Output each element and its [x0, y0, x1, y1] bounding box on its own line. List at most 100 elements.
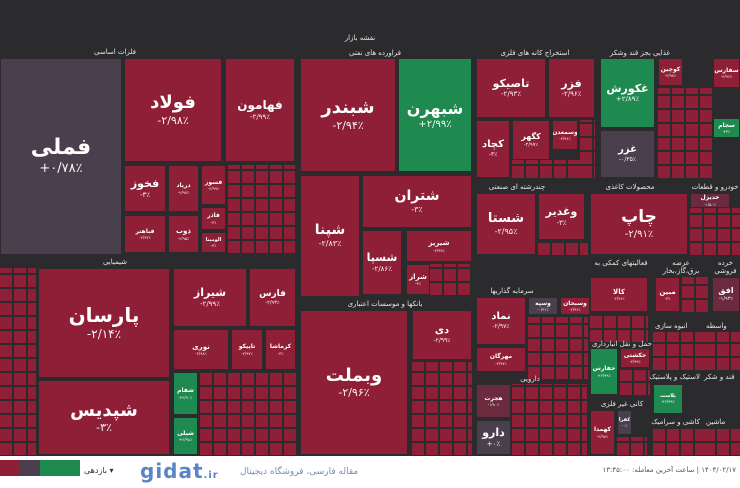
stock-tile-sheli[interactable]: شیلی +۲/۹۸٪ — [173, 417, 198, 455]
stock-tile-fars[interactable]: فارس -۲/۹۳٪ — [249, 268, 296, 327]
small-tiles-group[interactable] — [690, 208, 740, 255]
stock-symbol: سجام — [718, 121, 735, 129]
small-tiles-group[interactable] — [538, 242, 588, 255]
stock-symbol: وسمعدن — [552, 128, 578, 136]
stock-tile-ghazar[interactable]: غزر -۰/۳۵٪ — [600, 130, 655, 178]
small-tiles-group[interactable] — [703, 332, 740, 370]
stock-tile-daroo[interactable]: دارو +۰٪ — [476, 420, 511, 455]
stock-change: -۲/۹۷٪ — [596, 433, 609, 439]
stock-symbol: کگهر — [521, 131, 541, 141]
small-tiles-group[interactable] — [590, 314, 648, 342]
stock-tile-shetran[interactable]: شتران -۳٪ — [362, 175, 472, 228]
stock-tile-tasiko[interactable]: تاصیکو -۲/۹۳٪ — [476, 58, 546, 118]
stock-tile-fsuz[interactable]: فسوز -۲/۹۹٪ — [201, 165, 226, 205]
returns-selector[interactable]: بازدهی ▾ — [84, 466, 114, 475]
stock-change: -۲/۹۶٪ — [613, 296, 625, 302]
small-tiles-group[interactable] — [703, 428, 740, 455]
small-tiles-group[interactable] — [200, 372, 296, 455]
stock-symbol: کرماشا — [269, 343, 292, 351]
sector-label-intermediary: واسطه — [706, 322, 727, 330]
stock-symbol: کالا — [613, 287, 625, 296]
stock-tile-kermasha[interactable]: کرماشا -۳٪ — [265, 329, 296, 370]
stock-tile-shepna[interactable]: شپنا -۲/۸۳٪ — [300, 175, 360, 297]
stock-tile-shiraz[interactable]: شیراز -۲/۹۹٪ — [173, 268, 247, 327]
stock-tile-khodiesel[interactable]: خدیزل -۱/۵۰٪ — [690, 193, 730, 208]
stock-tile-nmad[interactable]: نماد -۲/۹۷٪ — [476, 297, 526, 345]
small-tiles-group[interactable] — [580, 120, 595, 178]
stock-change: -۲/۹۵٪ — [494, 226, 518, 236]
stock-tile-hefars[interactable]: حفارس +۲/۹۹٪ — [590, 348, 618, 395]
small-tiles-group[interactable] — [653, 332, 703, 370]
stock-tile-plast[interactable]: پلاست +۲/۹۹٪ — [653, 384, 683, 414]
small-tiles-group[interactable] — [430, 264, 472, 295]
stock-tile-fazar[interactable]: فزر -۲/۹۶٪ — [548, 58, 595, 118]
gidat-watermark-logo: gidat.ir — [140, 459, 219, 488]
stock-tile-kgohar[interactable]: کگهر -۲/۹۷٪ — [512, 120, 550, 160]
stock-tile-veghadir[interactable]: وغدیر -۳٪ — [538, 193, 585, 240]
stock-tile-sharaz[interactable]: شراز -۳٪ — [406, 264, 430, 295]
stock-tile-koochin[interactable]: کوچین -۲/۹۷٪ — [658, 58, 683, 86]
stock-tile-chap[interactable]: چاپ -۲/۹۱٪ — [590, 193, 688, 255]
stock-tile-dey[interactable]: دی -۲/۹۹٪ — [412, 310, 472, 360]
stock-tile-shesta[interactable]: شستا -۲/۹۵٪ — [476, 193, 536, 255]
stock-tile-fameli[interactable]: فملی +۰/۷۸٪ — [0, 58, 122, 255]
watermark-tagline: مقاله فارسی، فروشگاه دیجیتال — [240, 467, 359, 477]
stock-tile-fbahonar[interactable]: فباهنر -۲/۹۳٪ — [124, 215, 166, 253]
stock-tile-kala[interactable]: کالا -۲/۹۶٪ — [590, 277, 648, 312]
stock-tile-alumina[interactable]: الومینا -۳٪ — [201, 232, 226, 253]
stock-tile-nori[interactable]: نوری -۲/۹۸٪ — [173, 329, 229, 370]
small-tiles-group[interactable] — [0, 268, 36, 455]
small-tiles-group[interactable] — [228, 165, 295, 253]
small-tiles-group[interactable] — [653, 428, 703, 455]
stock-tile-kchad[interactable]: کچاد -۳٪ — [476, 120, 510, 178]
stock-change: -۳٪ — [488, 151, 498, 159]
stock-tile-vasmadan[interactable]: وسمعدن -۲/۹۶٪ — [552, 120, 578, 150]
stock-tile-mobin[interactable]: مبین -۳٪ — [655, 277, 680, 312]
stock-tile-vesepeh[interactable]: وسپه -۰/۳۱٪ — [528, 297, 558, 315]
stock-symbol: کچاد — [482, 139, 504, 151]
small-tiles-group[interactable] — [512, 160, 595, 178]
stock-tile-folad[interactable]: فولاد -۲/۹۸٪ — [124, 58, 222, 162]
stock-tile-shabahran[interactable]: شبهرن +۲/۹۹٪ — [398, 58, 472, 172]
small-tiles-group[interactable] — [512, 384, 587, 455]
stock-tile-sefars[interactable]: سفارس -۲/۹۶٪ — [713, 58, 740, 88]
stock-symbol: شراز — [409, 272, 427, 281]
stock-tile-shepdis[interactable]: شپدیس -۳٪ — [38, 380, 170, 455]
small-tiles-group[interactable] — [658, 88, 713, 178]
stock-symbol: دارو — [482, 426, 505, 440]
stock-tile-sajam[interactable]: سجام +۳٪ — [713, 118, 740, 138]
small-tiles-group[interactable] — [617, 437, 647, 455]
stock-change: -۲/۹۵٪ — [177, 235, 190, 241]
stock-tile-shefam[interactable]: شفام +۲/۹۰٪ — [173, 372, 198, 415]
stock-change: -۳٪ — [664, 296, 671, 302]
stock-tile-zob[interactable]: ذوب -۲/۹۵٪ — [168, 215, 199, 253]
map-title: نقشه بازار — [344, 34, 376, 42]
stock-tile-kahamda[interactable]: کهمدا -۲/۹۷٪ — [590, 410, 615, 455]
stock-change: -۲/۸۳٪ — [318, 239, 342, 249]
stock-symbol: دریاد — [176, 182, 191, 190]
stock-change: -۳٪ — [411, 204, 423, 214]
stock-tile-vebmelat[interactable]: وبملت -۲/۹۶٪ — [300, 310, 408, 455]
sector-label-chemicals: شیمیایی — [102, 258, 128, 266]
stock-tile-fahamoon[interactable]: فهامون -۲/۹۹٪ — [225, 58, 295, 162]
stock-tile-faz[interactable]: فاذر -۳٪ — [201, 207, 226, 230]
stock-tile-shiriz[interactable]: شیریز -۲/۹۹٪ — [406, 230, 472, 262]
stock-tile-shabandar[interactable]: شبندر -۲/۹۴٪ — [300, 58, 396, 172]
stock-tile-fakhooz[interactable]: فخوز -۳٪ — [124, 165, 166, 212]
stock-tile-ofogh[interactable]: افق -۱/۹۳٪ — [712, 277, 740, 312]
stock-tile-kfera[interactable]: کفرا -۰٪ — [617, 410, 632, 435]
stock-tile-shesapa[interactable]: شسپا -۲/۸۶٪ — [362, 230, 402, 295]
stock-tile-hejrat[interactable]: هجرت -۱/۸۰٪ — [476, 384, 511, 418]
stock-tile-daryad[interactable]: دریاد -۲/۹۷٪ — [168, 165, 199, 212]
stock-tile-hkeshti[interactable]: حکشتی -۲/۹۹٪ — [620, 348, 650, 368]
stock-tile-tapiko[interactable]: تاپیکو -۲/۹۷٪ — [231, 329, 263, 370]
stock-tile-ghakorosh[interactable]: غکورش +۲/۸۹٪ — [600, 58, 655, 128]
stock-tile-mehregan[interactable]: مهرگان -۲/۹۷٪ — [476, 347, 526, 372]
small-tiles-group[interactable] — [620, 370, 650, 395]
stock-tile-vesobhan[interactable]: وسبحان -۲/۹۶٪ — [560, 297, 590, 315]
stock-tile-parsan[interactable]: پارسان -۲/۱۴٪ — [38, 268, 170, 378]
small-tiles-group[interactable] — [528, 317, 588, 379]
color-legend[interactable] — [0, 460, 80, 476]
small-tiles-group[interactable] — [412, 362, 472, 455]
small-tiles-group[interactable] — [682, 277, 710, 312]
